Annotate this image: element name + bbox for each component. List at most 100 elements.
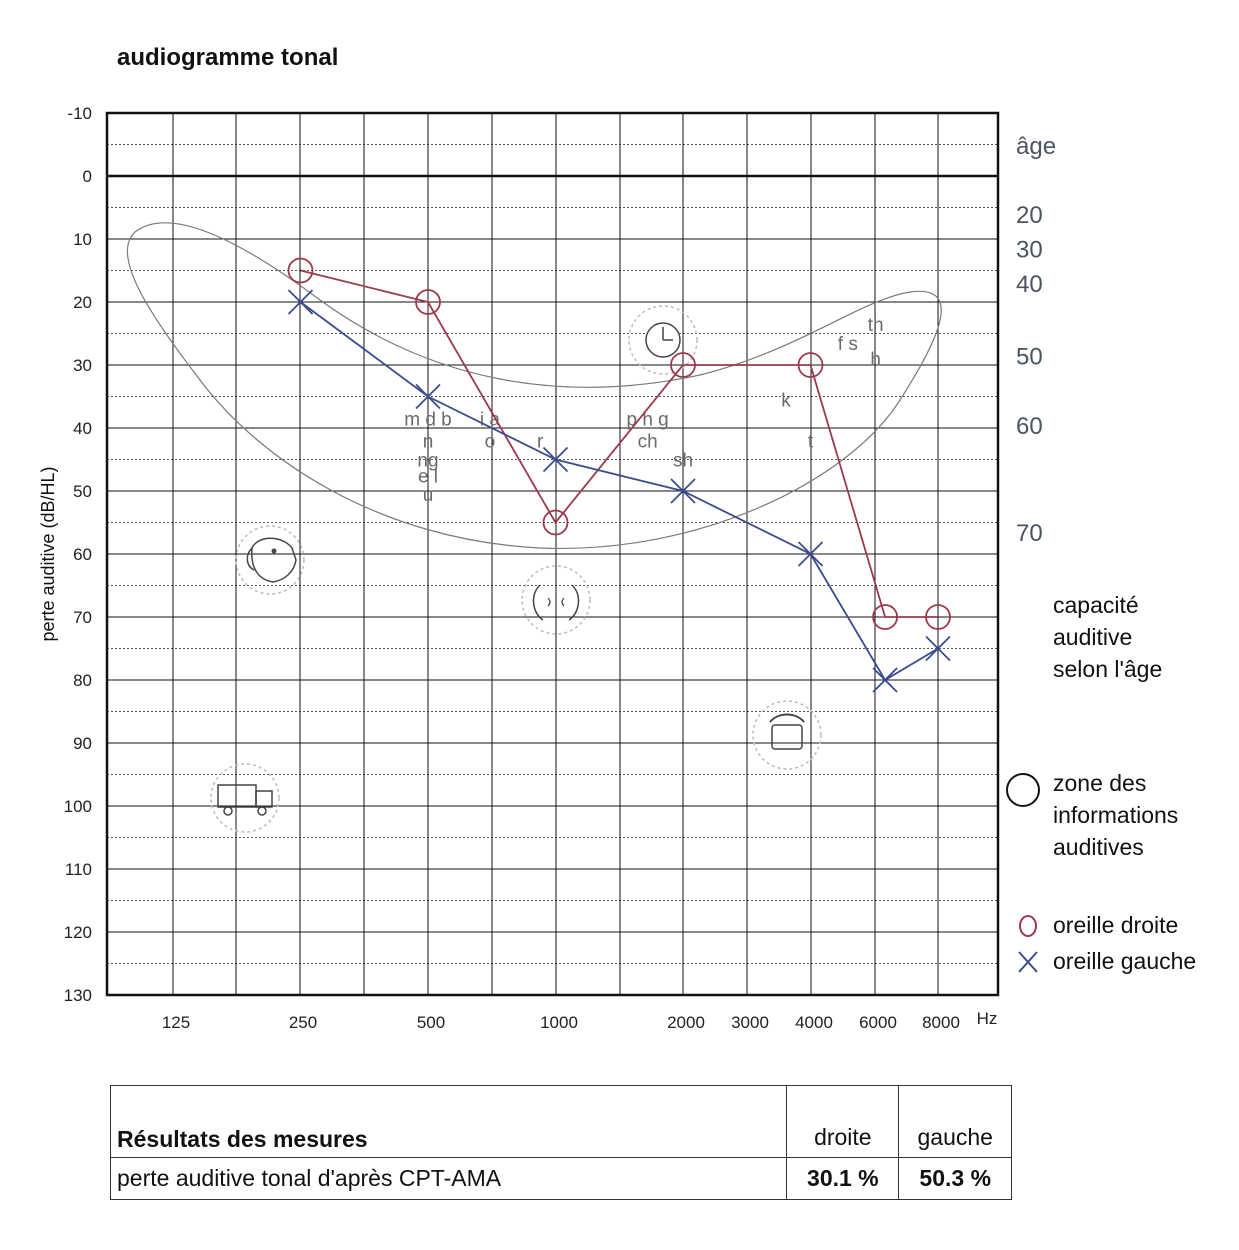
age-label: 30 [1016,236,1043,263]
results-row-label: perte auditive tonal d'après CPT-AMA [109,1157,788,1200]
y-tick-label: 120 [64,923,92,942]
icon-ring [210,763,280,833]
plot-frame [105,111,1000,997]
left-ear-point [925,635,951,662]
phoneme-label: e l [418,466,438,487]
x-stroke [415,383,441,410]
left-ear-legend-icon [1018,951,1038,973]
results-title: Résultats des mesures [109,1085,788,1158]
right-ear-point [542,509,569,536]
grid-layer [105,111,1000,997]
phone-handset [769,713,805,723]
x-stroke [872,667,898,693]
zone-caption: zone des informations auditives [1053,767,1178,863]
zone-legend-icon [1006,773,1040,807]
y-tick-label: 10 [73,230,92,249]
phoneme-label: k [781,391,791,412]
results-table: Résultats des mesures droite gauche pert… [109,1085,1012,1200]
icon-ring [235,525,305,595]
right-ear-legend-label: oreille droite [1053,912,1179,938]
series-line-right-ear [300,269,938,618]
left-ear-point [542,446,569,473]
right-ear-point [670,352,696,378]
age-label: 20 [1016,202,1043,229]
x-stroke [542,446,569,473]
phoneme-label: r [537,432,544,453]
axis-layer: -10 0 10 20 30 40 50 60 70 80 90 100 110 120 130 125 250… [38,104,997,1032]
phoneme-label: ch [638,432,658,453]
clock-icon [628,305,698,375]
phoneme-label: u [423,485,434,506]
y-tick-label: 0 [83,167,92,186]
phoneme-label: th [868,315,884,336]
left-ear-point [415,383,441,410]
x-stroke [670,478,696,504]
x-tick-label: 6000 [859,1013,897,1032]
results-header-left: gauche [898,1085,1012,1158]
x-stroke [925,635,951,662]
phoneme-label: h [870,350,881,371]
x-tick-label: 250 [289,1013,317,1032]
phoneme-label: m d b [404,410,452,431]
x-tick-label: 4000 [795,1013,833,1032]
right-ear-legend-icon [1019,915,1037,937]
y-tick-label: 30 [73,356,92,375]
speech-waves [547,597,565,607]
x-stroke [797,541,824,567]
y-tick-label: -10 [67,104,92,123]
results-left-value: 50.3 % [898,1157,1012,1200]
right-ear-point [925,604,951,630]
y-tick-label: 20 [73,293,92,312]
dog-head [251,537,297,583]
zone-caption-line: auditives [1053,834,1144,860]
series-layer [287,257,951,693]
results-right-value: 30.1 % [786,1157,900,1200]
results-header-right: droite [786,1085,900,1158]
age-label: 70 [1016,520,1043,547]
x-tick-label: 1000 [540,1013,578,1032]
truck-wheel [257,806,267,816]
speech-face-left [532,584,544,621]
x-tick-label: 125 [162,1013,190,1032]
age-capacity-caption: capacité auditive selon l'âge [1053,589,1162,685]
dog-icon [235,525,305,595]
x-tick-label: 2000 [667,1013,705,1032]
phoneme-label: n [423,432,434,453]
age-label: 60 [1016,413,1043,440]
y-tick-label: 100 [64,797,92,816]
y-tick-label: 50 [73,482,92,501]
y-tick-label: 40 [73,419,92,438]
right-ear-point [872,604,898,630]
left-ear-point [872,667,898,693]
x-tick-label: 500 [417,1013,445,1032]
speech-face-right [568,584,580,621]
left-ear-legend-label: oreille gauche [1053,948,1197,974]
phone-icon [752,700,822,770]
dog-eye [271,548,277,554]
x-tick-label: 8000 [922,1013,960,1032]
y-tick-label: 60 [73,545,92,564]
phoneme-label: f s [838,334,858,355]
left-ear-point [287,289,314,315]
page-title: audiogramme tonal [117,44,339,71]
phoneme-label: p h g [626,410,668,431]
y-tick-label: 110 [65,860,92,879]
dog-ear [246,547,255,571]
age-caption-line: auditive [1053,624,1133,650]
zone-caption-line: informations [1053,802,1179,828]
x-stroke [287,289,314,315]
right-ear-point [415,289,441,315]
phoneme-label: sh [673,451,693,472]
icon-layer [210,305,822,833]
age-caption-line: selon l'âge [1053,656,1163,682]
icon-ring [521,565,591,635]
age-caption-line: capacité [1053,592,1139,618]
speech-icon [521,565,591,635]
y-tick-label: 130 [64,986,92,1005]
age-axis: âge 20 30 40 50 60 70 [1016,133,1056,547]
age-axis-title: âge [1016,133,1056,160]
y-tick-label: 90 [73,734,92,753]
truck-wheel [223,806,233,816]
y-tick-label: 70 [73,608,92,627]
left-ear-point [797,541,824,567]
